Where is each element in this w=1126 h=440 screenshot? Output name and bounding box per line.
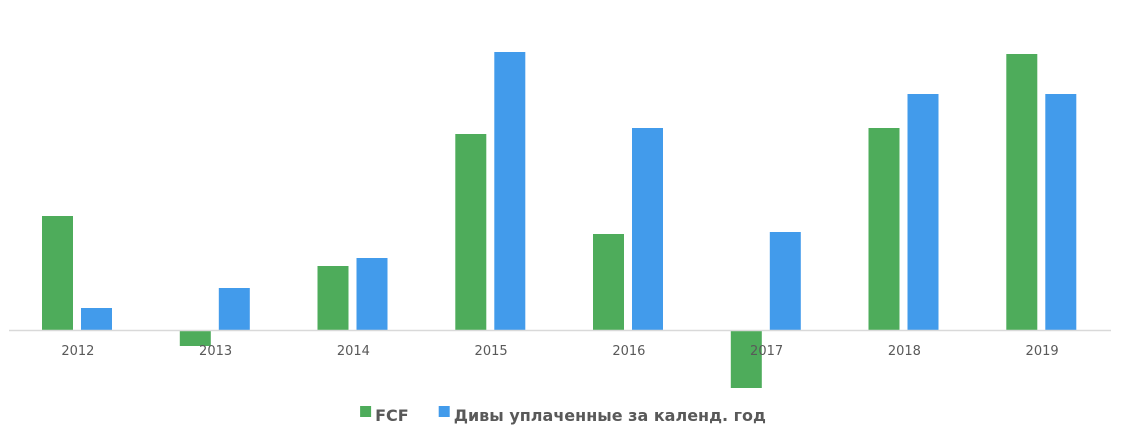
- x-tick-label-2019: 2019: [1026, 344, 1059, 359]
- x-tick-label-2016: 2016: [612, 344, 645, 359]
- bar-fcf-2013: [179, 330, 211, 346]
- bar-fcf-2016: [593, 234, 624, 330]
- bar-dividends-2014: [356, 258, 388, 330]
- legend-swatch-fcf: [360, 406, 372, 417]
- bar-dividends-2016: [632, 128, 663, 330]
- legend-label-dividends: Дивы уплаченные за календ. год: [454, 406, 766, 425]
- legend-swatch-dividends: [438, 406, 450, 417]
- bar-dividends-2019: [1045, 94, 1077, 330]
- x-tick-label-2018: 2018: [888, 344, 921, 359]
- x-tick-label-2014: 2014: [337, 344, 370, 359]
- legend-label-fcf: FCF: [375, 406, 409, 425]
- bar-fcf-2018: [868, 128, 900, 330]
- bar-fcf-2015: [455, 134, 487, 330]
- bar-fcf-2017: [730, 330, 762, 388]
- bar-dividends-2017: [769, 232, 801, 330]
- x-tick-label-2017: 2017: [750, 344, 783, 359]
- bar-dividends-2012: [81, 308, 112, 330]
- tick-labels-group: 2012 2013 2014 2015 2016 2017 2018 2019: [61, 344, 1058, 359]
- legend: FCF Дивы уплаченные за календ. год: [360, 406, 766, 425]
- bars-group: [42, 52, 1077, 388]
- bar-fcf-2019: [1006, 54, 1038, 330]
- x-tick-label-2012: 2012: [61, 344, 94, 359]
- x-tick-label-2015: 2015: [475, 344, 508, 359]
- bar-fcf-2014: [317, 266, 349, 330]
- bar-dividends-2015: [494, 52, 526, 330]
- legend-item-dividends: Дивы уплаченные за календ. год: [438, 406, 766, 425]
- x-tick-label-2013: 2013: [199, 344, 232, 359]
- legend-item-fcf: FCF: [360, 406, 409, 425]
- bar-dividends-2013: [218, 288, 250, 330]
- bar-dividends-2018: [907, 94, 939, 330]
- bar-fcf-2012: [42, 216, 73, 330]
